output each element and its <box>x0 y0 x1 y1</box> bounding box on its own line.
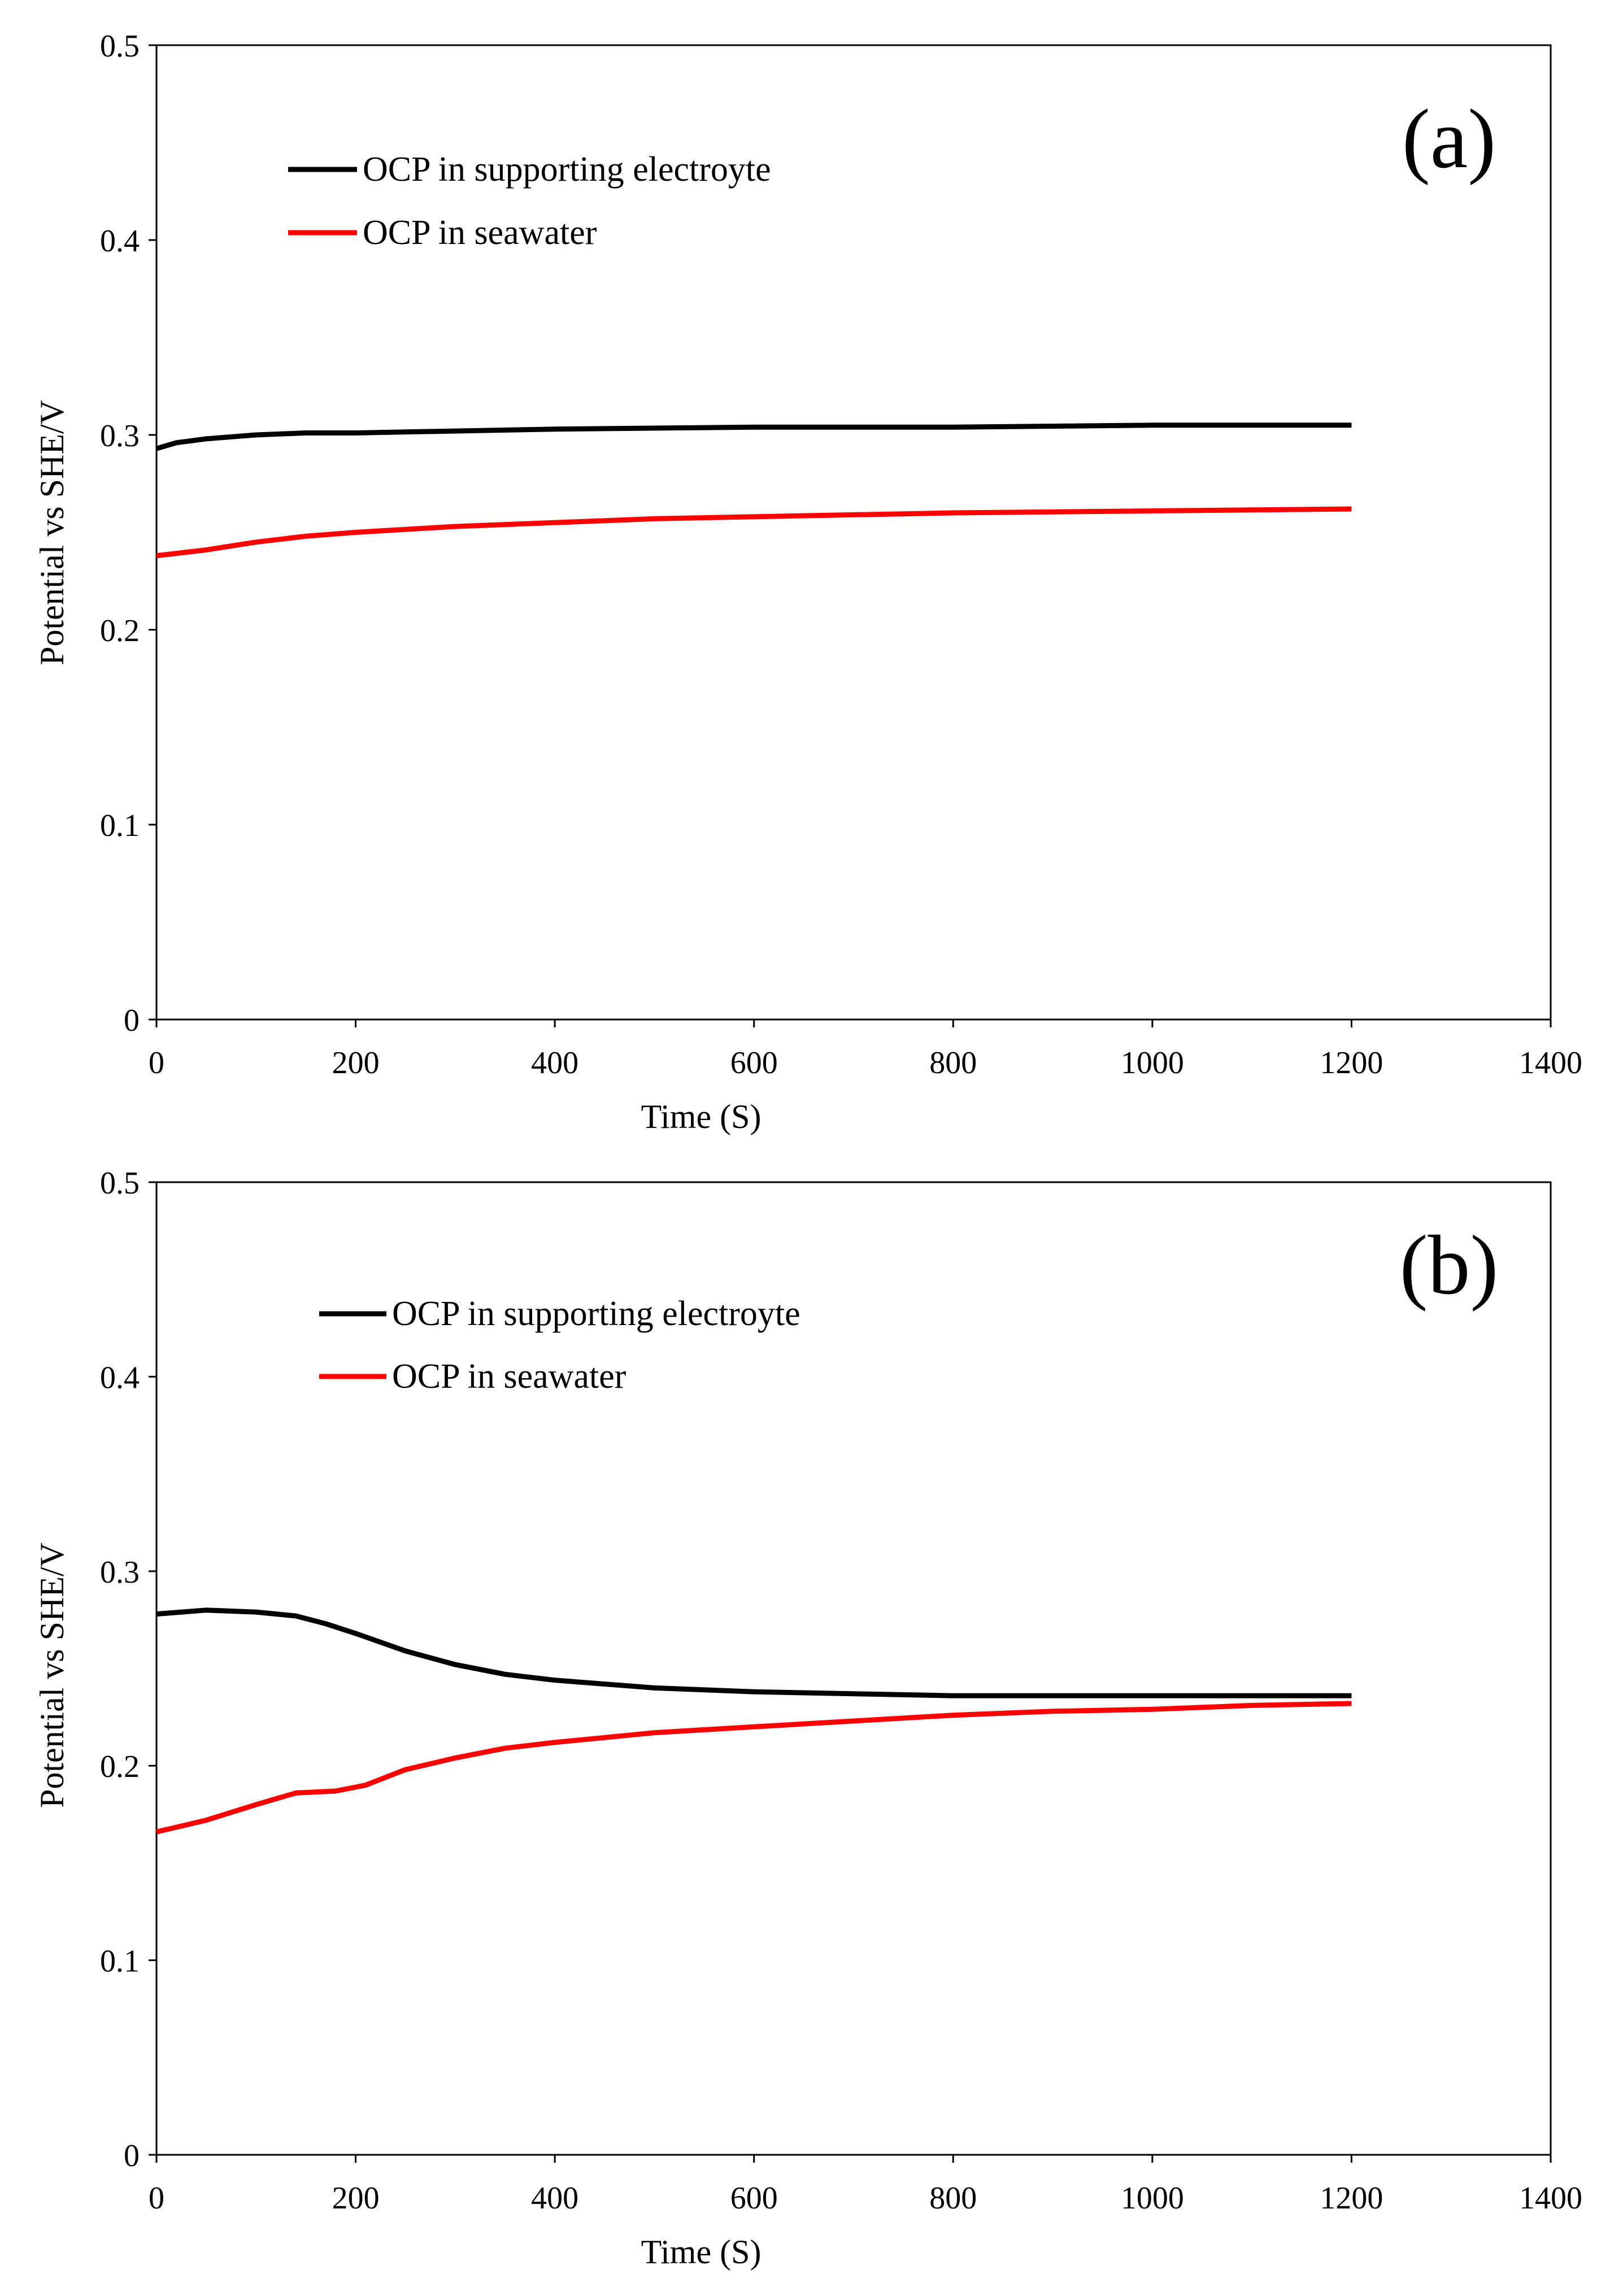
y-tick-label: 0.4 <box>100 1360 140 1395</box>
x-tick-label: 400 <box>531 1045 578 1081</box>
x-tick-label: 600 <box>730 2181 778 2216</box>
x-axis-label: Time (S) <box>641 1098 762 1135</box>
y-tick-label: 0.5 <box>100 29 140 64</box>
y-tick-label: 0.5 <box>100 1166 140 1201</box>
y-axis-label: Potential vs SHE/V <box>33 1543 71 1808</box>
data-point <box>156 555 157 556</box>
x-axis-label: Time (S) <box>641 2233 762 2271</box>
data-point <box>325 1623 327 1624</box>
x-tick-label: 800 <box>929 1045 977 1081</box>
data-point <box>295 1615 297 1617</box>
x-tick-label: 0 <box>149 2181 164 2216</box>
legend-label: OCP in seawater <box>392 1357 626 1396</box>
data-point <box>504 1674 506 1675</box>
x-tick-label: 1200 <box>1320 2181 1383 2216</box>
data-point <box>355 1633 356 1634</box>
x-tick-label: 1000 <box>1121 2181 1184 2216</box>
chart-panel-a: 0 200 400 600 800 1000 1200 1400 0 0.1 0.2 0.3 0.4 0.… <box>33 29 1582 1135</box>
x-tick-label: 1400 <box>1519 1045 1582 1081</box>
data-point <box>206 438 207 439</box>
data-point <box>654 1732 655 1733</box>
legend-label: OCP in seawater <box>363 214 597 252</box>
series-line-supporting-electrolyte <box>155 422 1352 451</box>
x-tick-label: 1400 <box>1519 2181 1582 2216</box>
data-point <box>504 1748 506 1749</box>
panel-label: (b) <box>1400 1218 1499 1312</box>
x-tick-label: 400 <box>531 2181 578 2216</box>
legend-label: OCP in supporting electroyte <box>392 1295 800 1333</box>
data-point <box>355 532 356 533</box>
x-tick-label: 1200 <box>1320 1045 1383 1081</box>
y-axis-label: Potential vs SHE/V <box>33 400 71 665</box>
x-tick-label: 200 <box>332 2181 380 2216</box>
panel-label: (a) <box>1402 92 1496 186</box>
y-tick-label: 0.4 <box>100 224 140 259</box>
x-tick-label: 600 <box>730 1045 778 1081</box>
data-point <box>952 426 954 428</box>
y-tick-label: 0.2 <box>100 1749 140 1784</box>
series-line-seawater <box>156 506 1352 559</box>
x-tick-label: 800 <box>929 2181 977 2216</box>
data-point <box>156 448 157 449</box>
data-point <box>405 1650 406 1652</box>
y-tick-label: 0.1 <box>100 808 140 843</box>
chart-panel-b: 0 200 400 600 800 1000 1200 1400 0 0.1 0.2 0.3 0.4 0.… <box>33 1166 1582 2271</box>
x-tick-label: 0 <box>149 1045 164 1081</box>
x-tick-label: 200 <box>332 1045 380 1081</box>
y-tick-label: 0 <box>124 1003 140 1038</box>
data-point <box>181 1611 182 1613</box>
y-tick-label: 0.1 <box>100 1944 140 1979</box>
y-tick-label: 0 <box>124 2138 140 2173</box>
y-tick-label: 0.3 <box>100 1555 140 1590</box>
plot-frame <box>155 44 1552 1021</box>
legend-label: OCP in supporting electroyte <box>363 150 771 189</box>
y-tick-label: 0.3 <box>100 419 140 454</box>
plot-frame <box>155 1181 1552 2156</box>
data-point <box>1351 1703 1352 1704</box>
x-tick-label: 1000 <box>1121 1045 1184 1081</box>
data-point <box>176 442 177 443</box>
y-tick-label: 0.2 <box>100 613 140 648</box>
